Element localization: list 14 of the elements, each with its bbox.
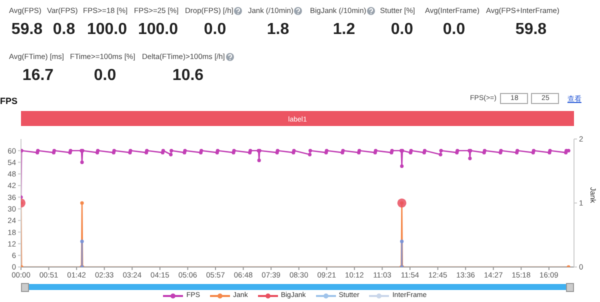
text: 0.0 [204, 21, 226, 38]
text: 0.8 [52, 21, 76, 38]
chart-title: FPS [0, 96, 18, 106]
text: 0.0 [442, 21, 466, 38]
text: 59.8 [515, 21, 547, 38]
text: 59.8 [11, 21, 43, 38]
text: 1.2 [332, 21, 356, 38]
text: 0.0 [390, 21, 414, 38]
text: 10.6 [172, 67, 204, 84]
text: 16.7 [22, 67, 54, 84]
text: 100.0 [86, 21, 128, 38]
text: 0.0 [94, 67, 116, 84]
text: 1.8 [266, 21, 290, 38]
text: 100.0 [138, 21, 178, 38]
